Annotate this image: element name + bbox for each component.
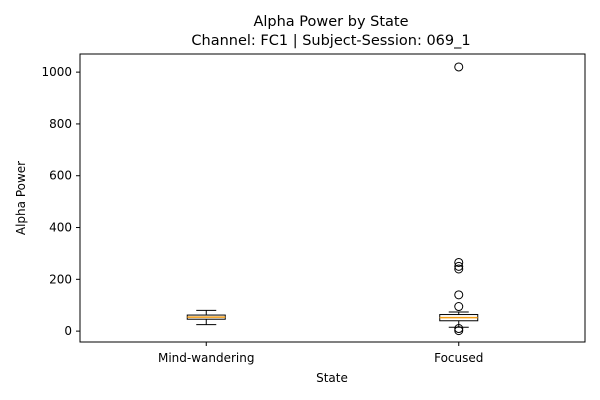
- y-tick-label: 0: [64, 324, 72, 338]
- chart-title: Alpha Power by State: [253, 14, 408, 30]
- outlier-point: [454, 261, 464, 271]
- box-group: [439, 62, 479, 336]
- y-axis: 0 200 400 600 800 1000: [41, 65, 80, 338]
- outlier-point: [454, 302, 464, 312]
- y-tick-label: 800: [49, 117, 72, 131]
- y-tick-label: 200: [49, 272, 72, 286]
- box-group: [186, 309, 226, 326]
- outlier-point: [454, 264, 464, 274]
- y-tick-label: 400: [49, 221, 72, 235]
- outlier-point: [454, 324, 464, 334]
- axes-frame: [79, 53, 586, 343]
- chart-subtitle: Channel: FC1 | Subject-Session: 069_1: [191, 33, 470, 49]
- outlier-point: [454, 290, 464, 300]
- y-tick-label: 600: [49, 169, 72, 183]
- plot-area: [186, 62, 479, 336]
- outlier-point: [454, 62, 464, 72]
- y-tick-label: 1000: [41, 65, 72, 79]
- x-axis-label: State: [316, 371, 348, 385]
- x-tick-label: Mind-wandering: [158, 351, 255, 365]
- outlier-point: [454, 326, 464, 336]
- outlier-point: [454, 257, 464, 267]
- x-axis: Mind-wandering Focused: [158, 342, 483, 365]
- x-tick-label: Focused: [434, 351, 483, 365]
- y-axis-label: Alpha Power: [14, 161, 28, 235]
